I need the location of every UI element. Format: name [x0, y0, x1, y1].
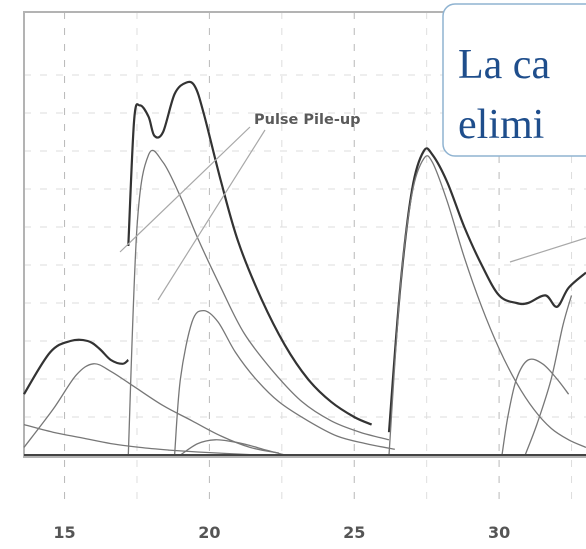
x-tick-label: 25 [343, 523, 365, 542]
component-pulse-line-10 [524, 295, 573, 456]
x-tick-label: 15 [53, 523, 75, 542]
component-pulse-line-6 [173, 309, 395, 456]
summed-pulse-line-2 [127, 80, 373, 426]
callout: La ca elimi [442, 3, 586, 157]
component-pulse-line-5 [127, 149, 390, 456]
series-group [23, 80, 586, 456]
x-tick-labels: 15 20 25 30 [53, 523, 510, 542]
callout-box [442, 3, 586, 157]
component-pulse-line-9 [501, 358, 570, 456]
component-pulse-line-7 [180, 439, 285, 456]
callout-line-1: La ca [458, 42, 550, 88]
chart-frame [23, 11, 586, 458]
annotation-label: Pulse Pile-up [254, 112, 361, 128]
summed-pulse-line-3 [387, 147, 586, 433]
summed-pulse-line-1 [23, 338, 129, 395]
annotation-arrow-right [157, 129, 266, 301]
component-pulse-line-4 [23, 363, 280, 454]
component-pulse-line-11 [23, 423, 256, 456]
annotation-arrow-left [119, 126, 251, 253]
component-pulse-line-8 [388, 155, 586, 456]
annotation: Pulse Pile-up [119, 112, 586, 301]
callout-arrow [509, 237, 586, 263]
x-tick-label: 20 [198, 523, 220, 542]
callout-line-2: elimi [458, 102, 544, 148]
x-tick-label: 30 [488, 523, 510, 542]
